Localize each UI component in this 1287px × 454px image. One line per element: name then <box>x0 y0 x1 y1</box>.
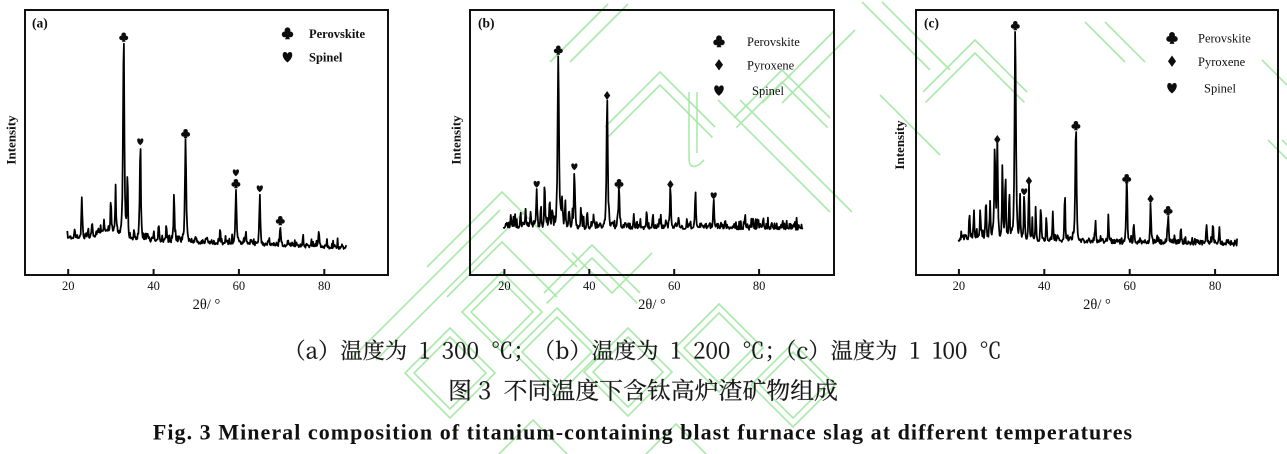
svg-text:Intensity: Intensity <box>892 120 907 170</box>
svg-text:Perovskite: Perovskite <box>309 27 365 41</box>
svg-text:40: 40 <box>147 279 160 293</box>
svg-text:80: 80 <box>1209 279 1222 293</box>
svg-text:(a): (a) <box>32 16 48 31</box>
svg-text:(b): (b) <box>478 16 495 31</box>
svg-text:Intensity: Intensity <box>4 115 19 165</box>
svg-text:Fig. 3 Mineral composition of: Fig. 3 Mineral composition of titanium-c… <box>153 420 1133 445</box>
svg-text:2θ/ °: 2θ/ ° <box>638 297 666 313</box>
svg-text:80: 80 <box>318 279 331 293</box>
svg-text:60: 60 <box>1123 279 1136 293</box>
svg-text:Spinel: Spinel <box>309 51 343 65</box>
svg-text:20: 20 <box>498 279 511 293</box>
svg-text:20: 20 <box>62 279 75 293</box>
svg-text:40: 40 <box>1038 279 1051 293</box>
svg-text:Pyroxene: Pyroxene <box>1198 55 1246 69</box>
svg-text:60: 60 <box>668 279 681 293</box>
svg-text:20: 20 <box>953 279 966 293</box>
svg-text:Spinel: Spinel <box>1204 82 1236 96</box>
svg-text:80: 80 <box>753 279 766 293</box>
svg-text:2θ/ °: 2θ/ ° <box>1083 297 1111 313</box>
svg-text:Perovskite: Perovskite <box>1198 32 1251 46</box>
svg-text:60: 60 <box>233 279 246 293</box>
svg-text:Pyroxene: Pyroxene <box>747 59 795 73</box>
svg-text:Intensity: Intensity <box>449 115 464 165</box>
svg-text:2θ/ °: 2θ/ ° <box>193 297 221 313</box>
svg-text:(c): (c) <box>924 16 939 31</box>
svg-text:40: 40 <box>583 279 596 293</box>
svg-text:Spinel: Spinel <box>752 84 784 98</box>
svg-text:Perovskite: Perovskite <box>747 35 800 49</box>
